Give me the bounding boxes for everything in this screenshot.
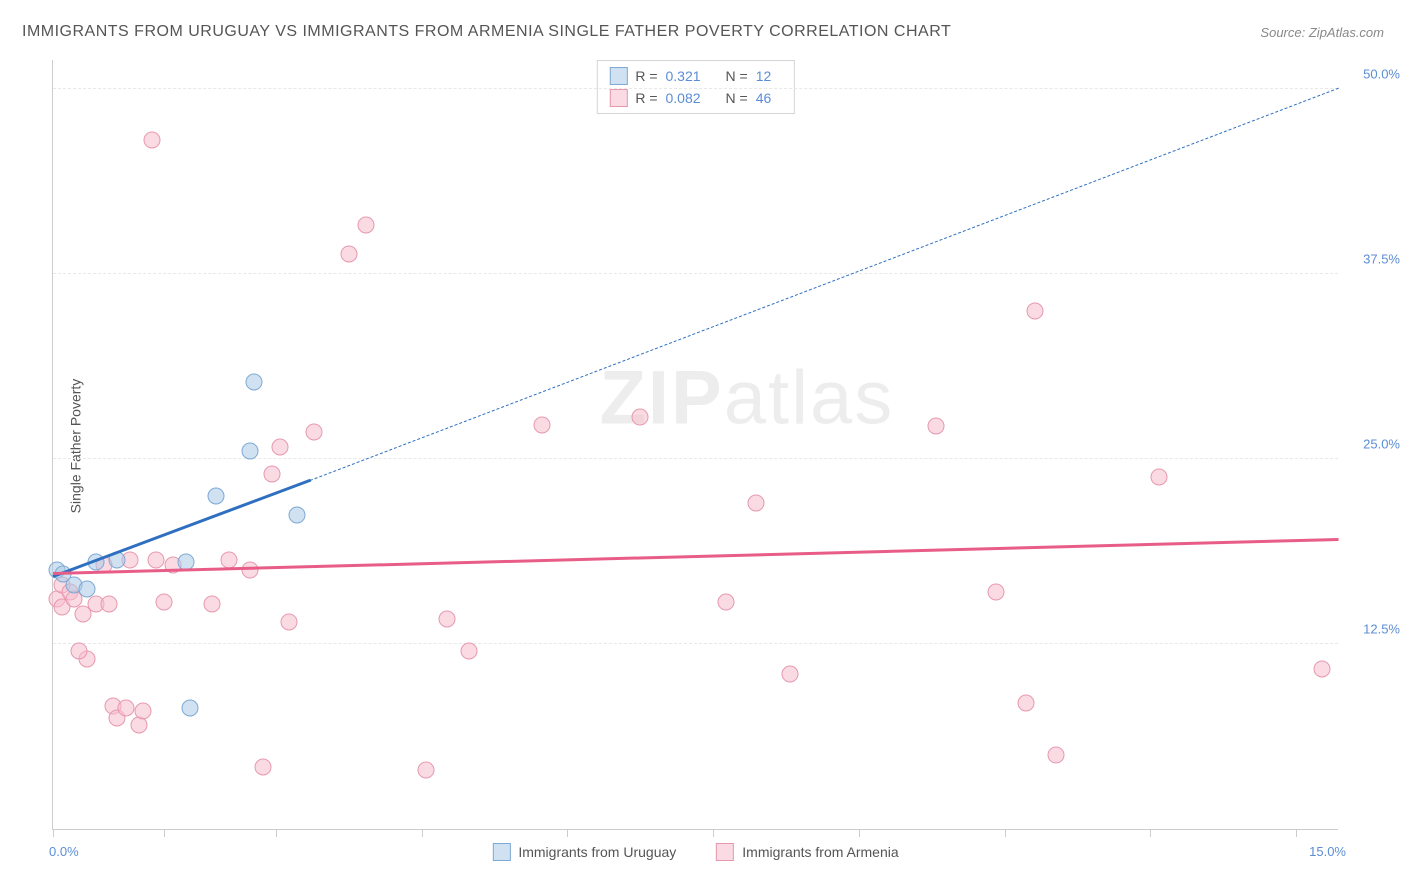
y-tick-label: 12.5% <box>1363 621 1400 636</box>
stat-label-r: R = <box>635 90 657 106</box>
x-tick <box>1005 829 1006 837</box>
y-tick-label: 25.0% <box>1363 436 1400 451</box>
x-tick <box>859 829 860 837</box>
data-point-armenia <box>130 717 147 734</box>
data-point-armenia <box>147 551 164 568</box>
gridline <box>53 643 1338 644</box>
data-point-uruguay <box>246 373 263 390</box>
data-point-armenia <box>533 416 550 433</box>
source: Source: ZipAtlas.com <box>1260 25 1384 40</box>
legend-label-uruguay: Immigrants from Uruguay <box>518 844 676 860</box>
data-point-armenia <box>280 613 297 630</box>
data-point-armenia <box>1150 468 1167 485</box>
data-point-uruguay <box>79 581 96 598</box>
data-point-armenia <box>632 409 649 426</box>
data-point-armenia <box>748 495 765 512</box>
data-point-uruguay <box>289 507 306 524</box>
data-point-armenia <box>242 561 259 578</box>
data-point-armenia <box>203 595 220 612</box>
watermark: ZIPatlas <box>600 355 895 442</box>
x-tick <box>567 829 568 837</box>
source-value: ZipAtlas.com <box>1309 25 1384 40</box>
stat-label-n: N = <box>726 90 748 106</box>
x-tick <box>164 829 165 837</box>
trend-line-extrapolated <box>310 88 1339 481</box>
data-point-armenia <box>255 758 272 775</box>
stat-n-armenia: 46 <box>756 90 782 106</box>
data-point-armenia <box>135 702 152 719</box>
data-point-armenia <box>340 246 357 263</box>
x-tick <box>53 829 54 837</box>
title-bar: IMMIGRANTS FROM URUGUAY VS IMMIGRANTS FR… <box>22 18 1384 46</box>
data-point-armenia <box>117 699 134 716</box>
data-point-armenia <box>220 551 237 568</box>
swatch-armenia <box>716 843 734 861</box>
correlation-legend-row-uruguay: R = 0.321 N = 12 <box>609 65 781 87</box>
data-point-armenia <box>272 438 289 455</box>
data-point-uruguay <box>242 443 259 460</box>
gridline <box>53 88 1338 89</box>
data-point-armenia <box>156 594 173 611</box>
x-tick <box>422 829 423 837</box>
source-label: Source: <box>1260 25 1305 40</box>
data-point-armenia <box>718 594 735 611</box>
correlation-legend-row-armenia: R = 0.082 N = 46 <box>609 87 781 109</box>
x-tick <box>713 829 714 837</box>
x-tick <box>1150 829 1151 837</box>
trend-line <box>53 538 1339 575</box>
swatch-uruguay <box>609 67 627 85</box>
gridline <box>53 273 1338 274</box>
data-point-armenia <box>782 665 799 682</box>
data-point-uruguay <box>182 699 199 716</box>
stat-label-r: R = <box>635 68 657 84</box>
data-point-armenia <box>988 584 1005 601</box>
data-point-armenia <box>263 465 280 482</box>
x-tick <box>276 829 277 837</box>
stat-r-armenia: 0.082 <box>666 90 712 106</box>
data-point-armenia <box>1026 302 1043 319</box>
data-point-armenia <box>70 643 87 660</box>
legend-item-uruguay: Immigrants from Uruguay <box>492 843 676 861</box>
series-legend: Immigrants from Uruguay Immigrants from … <box>492 843 898 861</box>
data-point-armenia <box>1048 746 1065 763</box>
data-point-armenia <box>357 216 374 233</box>
x-axis-max-label: 15.0% <box>1309 844 1346 859</box>
data-point-uruguay <box>207 487 224 504</box>
data-point-armenia <box>439 610 456 627</box>
data-point-armenia <box>143 132 160 149</box>
legend-item-armenia: Immigrants from Armenia <box>716 843 898 861</box>
stat-r-uruguay: 0.321 <box>666 68 712 84</box>
data-point-armenia <box>306 424 323 441</box>
y-tick-label: 50.0% <box>1363 66 1400 81</box>
data-point-armenia <box>100 595 117 612</box>
chart-container: IMMIGRANTS FROM URUGUAY VS IMMIGRANTS FR… <box>0 0 1406 892</box>
plot-area: ZIPatlas R = 0.321 N = 12 R = 0.082 N = … <box>52 60 1338 830</box>
data-point-armenia <box>928 418 945 435</box>
swatch-uruguay <box>492 843 510 861</box>
chart-title: IMMIGRANTS FROM URUGUAY VS IMMIGRANTS FR… <box>22 23 951 41</box>
data-point-armenia <box>460 643 477 660</box>
swatch-armenia <box>609 89 627 107</box>
data-point-armenia <box>1018 695 1035 712</box>
x-tick <box>1296 829 1297 837</box>
stat-label-n: N = <box>726 68 748 84</box>
data-point-armenia <box>417 761 434 778</box>
y-tick-label: 37.5% <box>1363 251 1400 266</box>
x-axis-min-label: 0.0% <box>49 844 79 859</box>
data-point-armenia <box>1313 661 1330 678</box>
legend-label-armenia: Immigrants from Armenia <box>742 844 898 860</box>
stat-n-uruguay: 12 <box>756 68 782 84</box>
